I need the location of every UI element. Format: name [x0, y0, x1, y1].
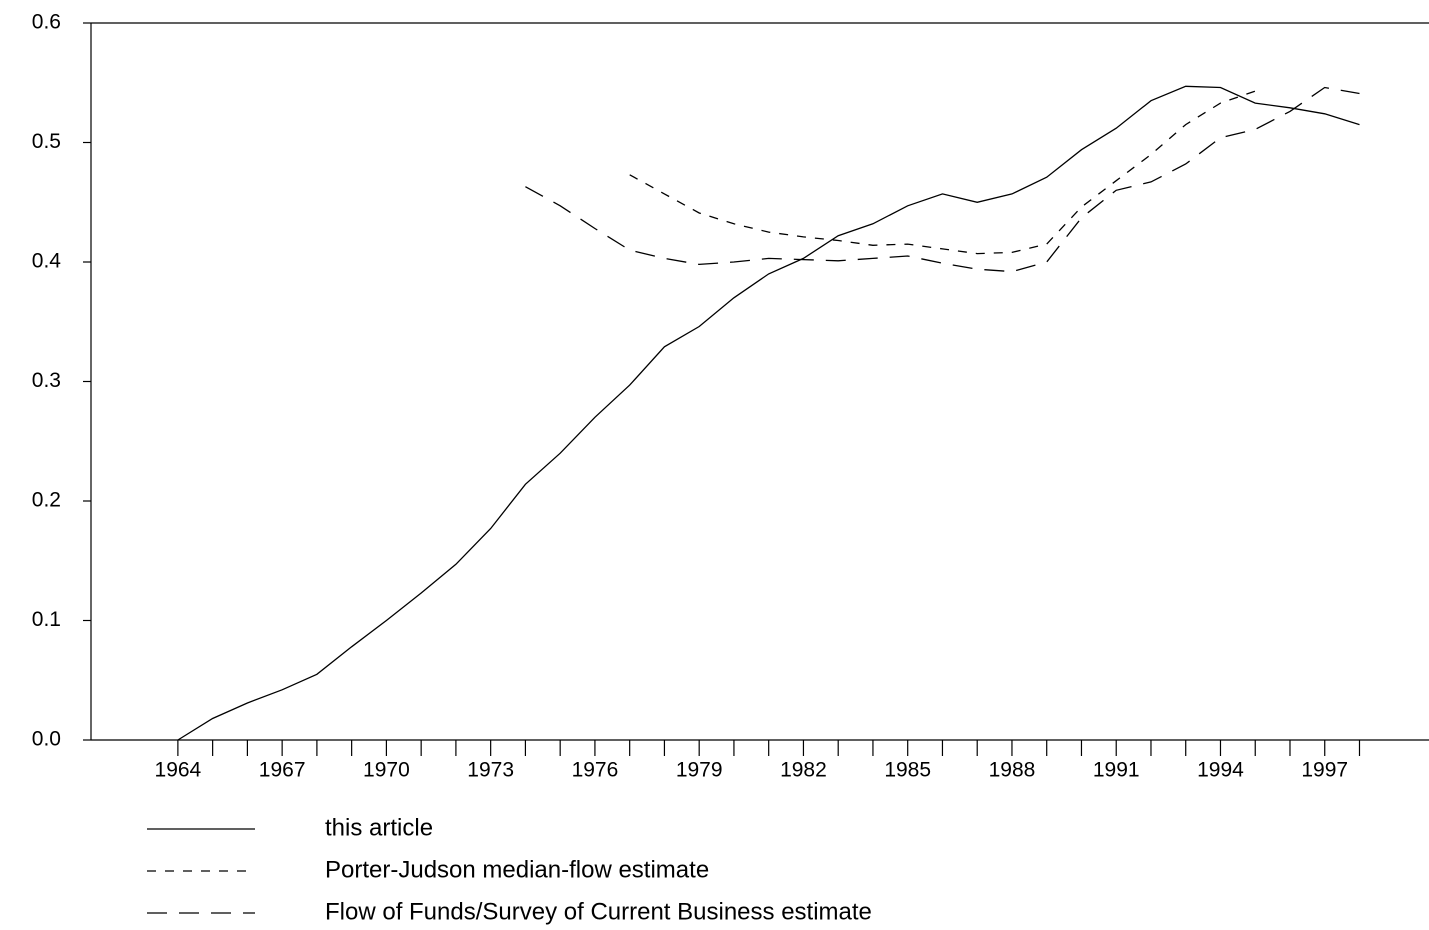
legend-text: Porter-Judson median-flow estimate [325, 856, 709, 883]
series-line [629, 90, 1256, 255]
y-tick-label: 0.5 [32, 130, 61, 153]
x-tick-label: 1988 [989, 759, 1036, 782]
y-tick-label: 0.2 [32, 489, 61, 512]
x-tick-label: 1982 [780, 759, 827, 782]
x-tick-label: 1997 [1301, 759, 1348, 782]
x-tick-label: 1985 [884, 759, 931, 782]
y-tick-label: 0.4 [32, 250, 62, 273]
series-line [525, 86, 1360, 273]
y-tick-label: 0.1 [32, 608, 61, 631]
y-tick-label: 0.0 [32, 728, 61, 751]
x-tick-label: 1967 [259, 759, 306, 782]
x-tick-label: 1991 [1093, 759, 1140, 782]
x-tick-label: 1964 [155, 759, 202, 782]
x-tick-label: 1979 [676, 759, 723, 782]
x-tick-label: 1976 [572, 759, 619, 782]
legend-text: Flow of Funds/Survey of Current Business… [325, 898, 872, 925]
x-tick-label: 1994 [1197, 759, 1244, 782]
series-line [177, 85, 1360, 741]
legend-text: this article [325, 814, 433, 841]
x-tick-label: 1973 [467, 759, 514, 782]
x-tick-label: 1970 [363, 759, 410, 782]
y-tick-label: 0.3 [32, 369, 61, 392]
y-tick-label: 0.6 [32, 11, 61, 34]
